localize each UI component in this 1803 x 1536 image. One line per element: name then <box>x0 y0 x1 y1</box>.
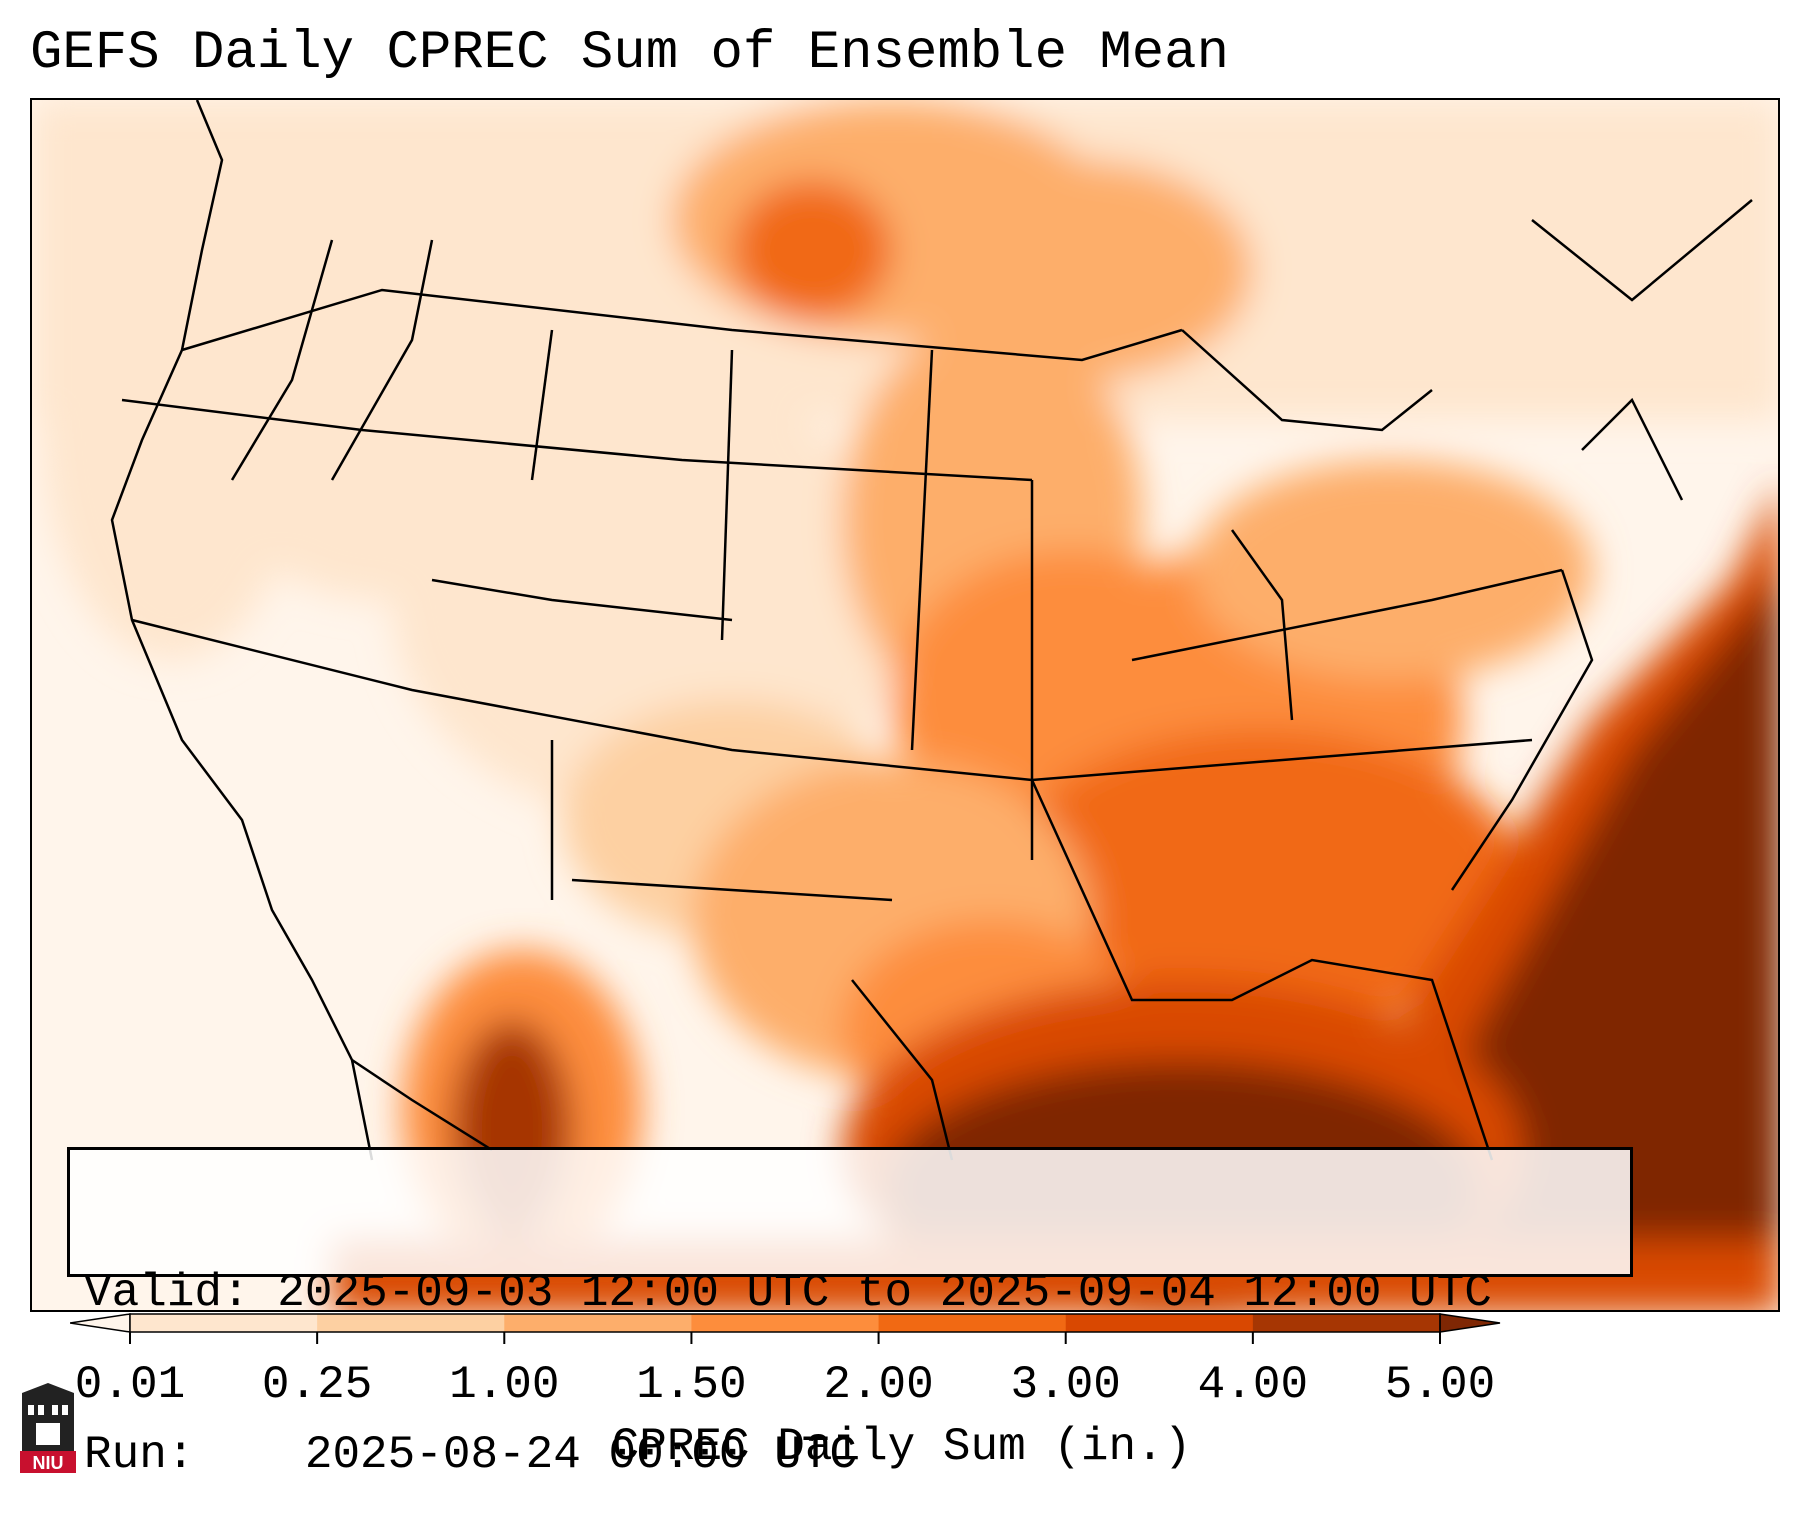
colorbar-tick-label: 3.00 <box>1010 1359 1121 1411</box>
colorbar-tick-label: 0.25 <box>261 1359 373 1411</box>
colorbar-label: CPREC Daily Sum (in.) <box>611 1421 1192 1473</box>
valid-value: 2025-09-03 12:00 UTC to 2025-09-04 12:00… <box>277 1267 1492 1319</box>
colorbar-tick-label: 4.00 <box>1197 1359 1309 1411</box>
run-row: Run: 2025-08-24 00:00 UTC <box>84 1428 1616 1482</box>
colorbar-tick-label: 2.00 <box>823 1359 934 1411</box>
colorbar-over-extension <box>1439 1313 1501 1333</box>
colorbar-segment <box>1252 1314 1441 1332</box>
colorbar-tick-label: 1.00 <box>449 1359 560 1411</box>
colorbar-tick-label: 1.50 <box>636 1359 747 1411</box>
svg-text:NIU: NIU <box>33 1453 64 1473</box>
colorbar-segment <box>130 1314 318 1332</box>
run-label: Run: <box>84 1429 195 1481</box>
map-boundaries <box>110 100 1753 1161</box>
colorbar-segment <box>878 1314 1067 1332</box>
colorbar-segment <box>1065 1314 1254 1332</box>
colorbar-tick-label: 0.01 <box>74 1359 186 1411</box>
colorbar-tick-label: 5.00 <box>1384 1359 1496 1411</box>
precipitation-map <box>30 98 1780 1312</box>
colorbar-outline <box>129 1313 1441 1333</box>
valid-row: Valid: 2025-09-03 12:00 UTC to 2025-09-0… <box>84 1266 1616 1320</box>
valid-label: Valid: <box>84 1267 250 1319</box>
validity-info-box: Valid: 2025-09-03 12:00 UTC to 2025-09-0… <box>67 1147 1633 1481</box>
colorbar-segment <box>504 1314 692 1332</box>
colorbar-under-extension <box>70 1313 131 1333</box>
niu-logo: NIU <box>20 1383 76 1473</box>
colorbar-segment <box>317 1314 505 1332</box>
map-title: GEFS Daily CPREC Sum of Ensemble Mean <box>30 23 1229 84</box>
run-value: 2025-08-24 00:00 UTC <box>304 1429 857 1481</box>
colorbar <box>70 1313 1501 1344</box>
colorbar-segment <box>691 1314 880 1332</box>
